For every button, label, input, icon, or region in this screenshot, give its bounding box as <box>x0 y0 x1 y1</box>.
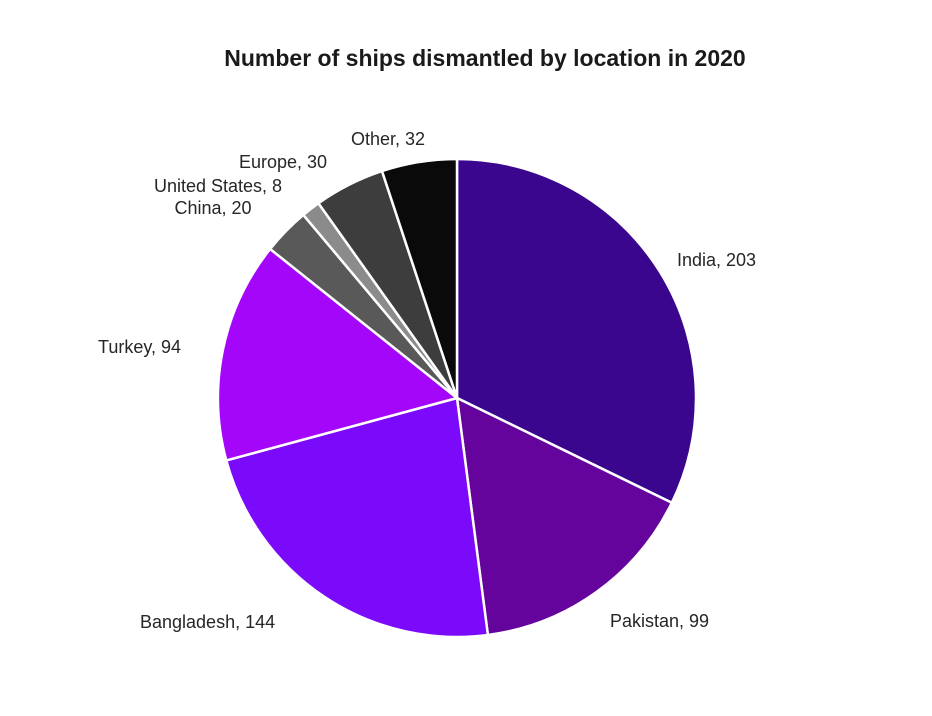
chart-title: Number of ships dismantled by location i… <box>224 45 745 71</box>
slice-label-turkey: Turkey, 94 <box>98 337 181 357</box>
pie-slice-pakistan <box>455 396 674 637</box>
slice-label-bangladesh: Bangladesh, 144 <box>140 612 275 632</box>
slice-label-united-states: United States, 8 <box>154 176 282 196</box>
pie-slices-group <box>216 157 698 639</box>
pie-slice-india <box>455 157 698 505</box>
slice-label-china: China, 20 <box>174 198 251 218</box>
pie-slice-bangladesh <box>225 396 490 639</box>
pie-slice-turkey <box>216 247 459 462</box>
slice-label-europe: Europe, 30 <box>239 152 327 172</box>
slice-label-other: Other, 32 <box>351 129 425 149</box>
slice-label-india: India, 203 <box>677 250 756 270</box>
pie-slice-other <box>380 157 459 400</box>
slice-label-pakistan: Pakistan, 99 <box>610 611 709 631</box>
